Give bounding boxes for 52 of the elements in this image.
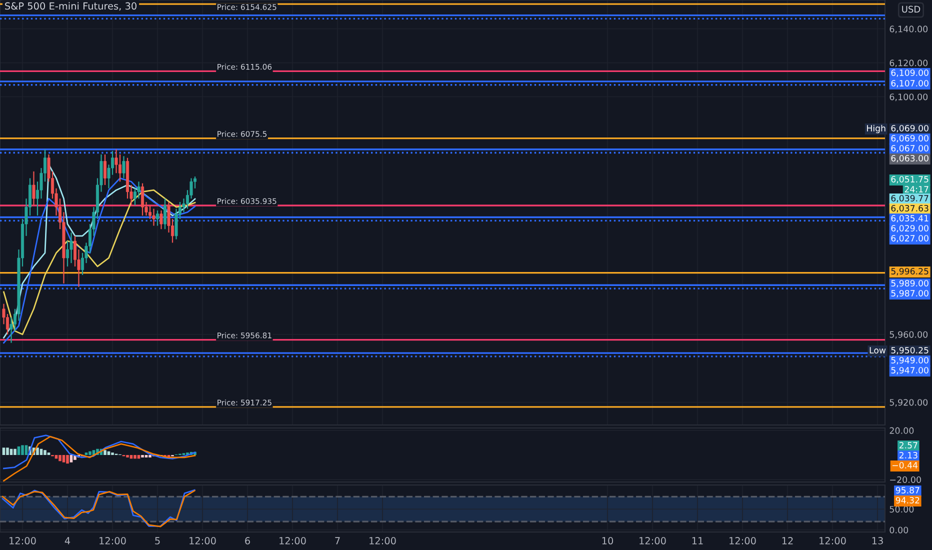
y-tick-label: 6,120.00 (890, 60, 928, 68)
text: 6,027.00 (891, 234, 928, 242)
x-tick-label: 12:00 (730, 537, 756, 544)
x-tick-label: 12:00 (820, 537, 846, 544)
text: 2.13 (899, 452, 918, 458)
x-tick-label: 12:00 (370, 537, 396, 544)
text: −0.44 (892, 462, 918, 468)
y-tick-label: 0.00 (890, 526, 908, 534)
text: 5,950.25 (891, 346, 928, 354)
x-tick-label: 11 (692, 537, 703, 544)
x-tick-label: 10 (602, 537, 614, 544)
text: 5,949.00 (891, 356, 928, 364)
x-tick-label: 7 (335, 537, 340, 544)
y-tick-label: 6,140.00 (890, 26, 928, 34)
x-tick-label: 12:00 (100, 537, 126, 544)
x-tick-label: 13 (872, 537, 883, 544)
text: 6,035.41 (891, 214, 928, 222)
x-tick-label: 12:00 (190, 537, 216, 544)
x-tick-label: 12:00 (10, 537, 36, 544)
annotation: Low (870, 347, 886, 354)
text: 6,069.00 (891, 124, 928, 132)
text: 6,109.00 (891, 69, 928, 77)
text: USD (902, 6, 920, 13)
text: 6,039.77 (891, 194, 928, 202)
y-tick-label: 5,920.00 (890, 399, 928, 407)
text: 24:17 (904, 186, 928, 192)
annotation: High (867, 124, 886, 134)
text: 5,987.00 (891, 290, 928, 298)
text: 6,107.00 (891, 80, 928, 88)
x-tick-label: 12 (782, 537, 793, 544)
text: 6,063.00 (891, 154, 928, 162)
chart-title: S&P 500 E-mini Futures, 30 (5, 2, 136, 11)
text: 2.57 (899, 442, 918, 448)
text: 6,037.63 (891, 204, 928, 212)
x-tick-label: 6 (245, 537, 250, 544)
text: 6,067.00 (891, 144, 928, 152)
x-tick-label: 12:00 (640, 537, 666, 544)
text: 95.87 (896, 486, 920, 494)
text: 6,051.75 (891, 176, 928, 184)
text: 94.32 (896, 496, 920, 504)
y-tick-label: 6,100.00 (890, 94, 928, 102)
y-tick-label: 5,960.00 (890, 331, 928, 339)
text: 6,069.00 (891, 134, 928, 142)
x-tick-label: 5 (155, 537, 160, 544)
text: 5,989.00 (891, 280, 928, 288)
x-tick-label: 12:00 (280, 537, 306, 544)
text: 6,029.00 (891, 224, 928, 232)
y-tick-label: 20.00 (890, 427, 914, 434)
text: 5,947.00 (891, 366, 928, 374)
text: 5,996.25 (891, 268, 928, 276)
x-tick-label: 4 (64, 537, 70, 544)
y-tick-label: −20.00 (890, 476, 921, 483)
